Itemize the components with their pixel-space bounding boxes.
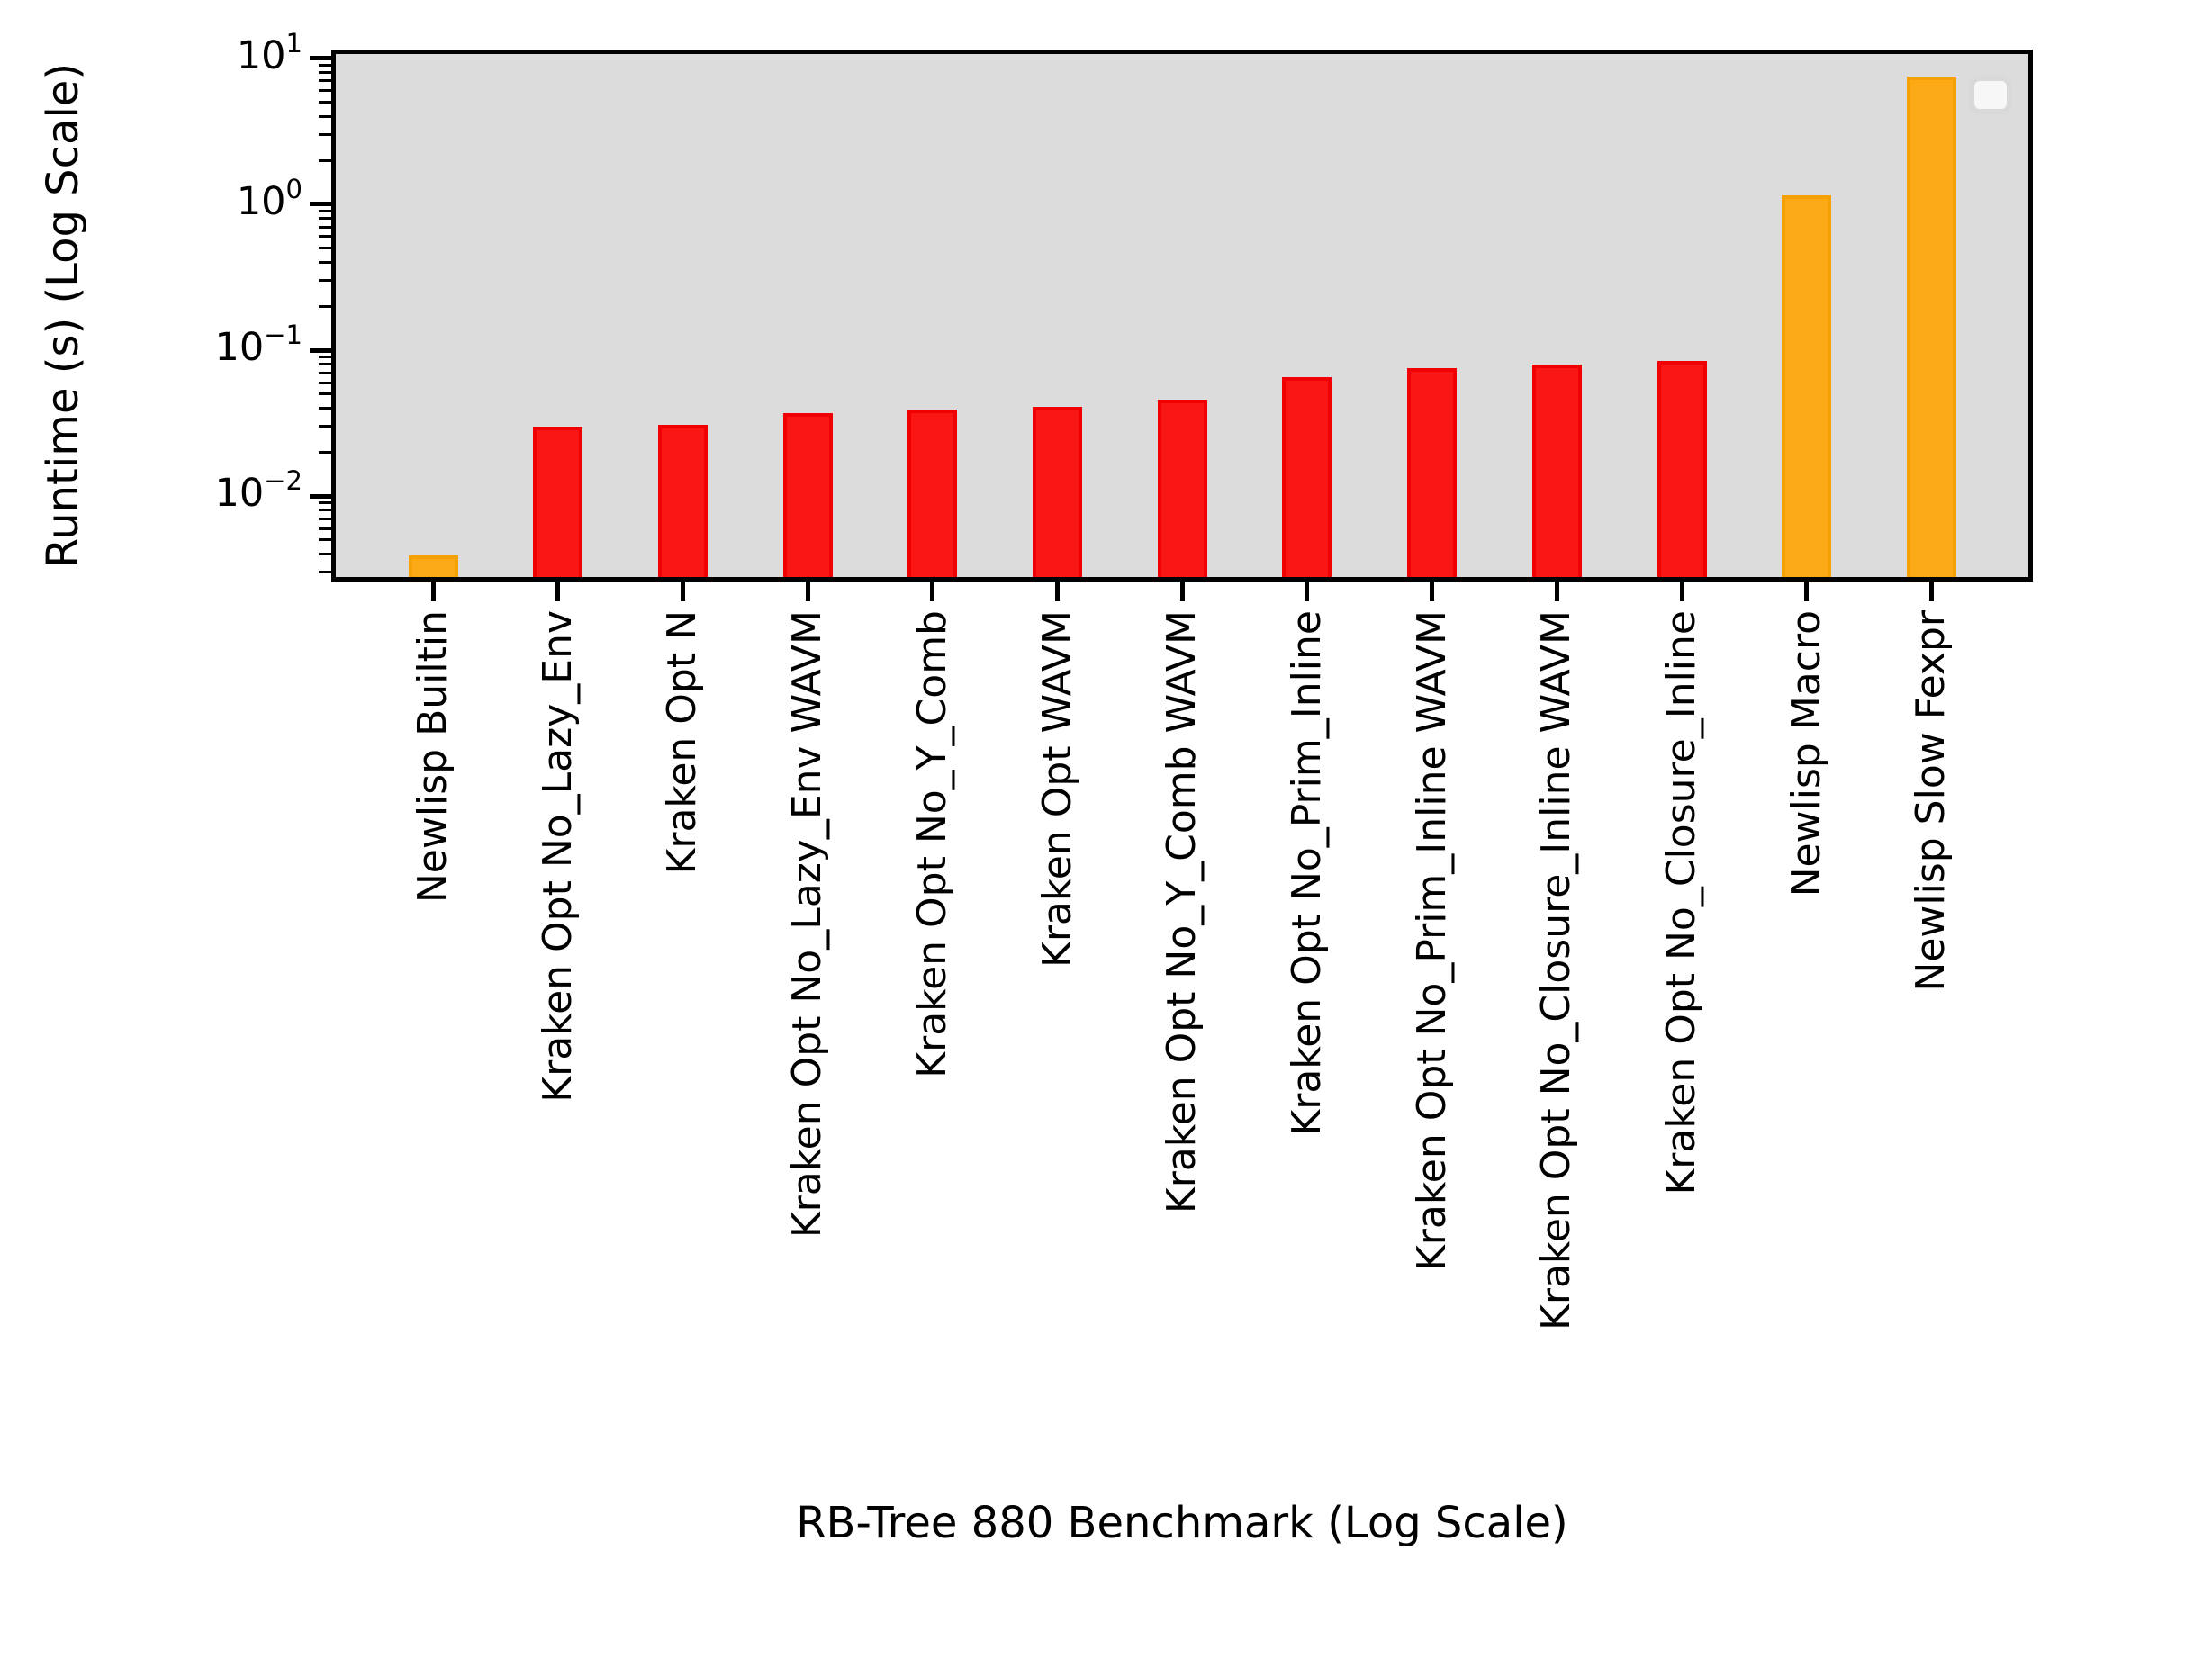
y-minor-tick xyxy=(319,101,331,104)
y-major-tick xyxy=(310,493,331,499)
x-tick-label-kraken-opt-no-closure-inline: Kraken Opt No_Closure_Inline xyxy=(1658,610,1704,1195)
x-tick xyxy=(1179,582,1185,601)
y-tick-label: 10−1 xyxy=(214,320,302,371)
bar-kraken-opt-wavm xyxy=(1033,406,1082,582)
y-minor-tick xyxy=(319,501,331,505)
x-tick xyxy=(805,582,810,601)
x-tick-label-kraken-opt-no-prim-inline-wavm: Kraken Opt No_Prim_Inline WAVM xyxy=(1408,610,1455,1272)
x-tick-label-newlisp-builtin: Newlisp Builtin xyxy=(410,610,456,904)
x-tick xyxy=(680,582,685,601)
y-tick-label: 10−2 xyxy=(214,465,302,517)
bar-kraken-opt-no-closure-inline xyxy=(1657,361,1707,582)
x-tick-label-newlisp-macro: Newlisp Macro xyxy=(1783,610,1829,897)
x-tick xyxy=(1055,582,1060,601)
x-tick xyxy=(1679,582,1684,601)
y-tick-label: 101 xyxy=(236,27,302,78)
bar-newlisp-builtin xyxy=(408,555,458,582)
x-tick xyxy=(1804,582,1810,601)
y-minor-tick xyxy=(319,63,331,67)
y-major-tick xyxy=(310,202,331,207)
y-minor-tick xyxy=(319,407,331,410)
y-minor-tick xyxy=(319,235,331,239)
x-tick-label-kraken-opt-no-y-comb: Kraken Opt No_Y_Comb xyxy=(908,610,955,1078)
y-minor-tick xyxy=(319,553,331,556)
y-minor-tick xyxy=(319,158,331,162)
y-minor-tick xyxy=(319,538,331,542)
x-tick xyxy=(1430,582,1435,601)
y-minor-tick xyxy=(319,79,331,83)
bar-kraken-opt-no-lazy-env xyxy=(533,426,583,582)
y-minor-tick xyxy=(319,517,331,520)
y-minor-tick xyxy=(319,571,331,574)
bar-kraken-opt-no-y-comb xyxy=(907,410,958,582)
y-minor-tick xyxy=(319,371,331,374)
y-minor-tick xyxy=(319,381,331,384)
y-minor-tick xyxy=(319,209,331,212)
x-tick xyxy=(1928,582,1934,601)
y-major-tick xyxy=(310,347,331,353)
bar-kraken-opt-n xyxy=(657,424,708,582)
bar-kraken-opt-no-prim-inline xyxy=(1282,377,1332,582)
x-tick-label-kraken-opt-no-lazy-env: Kraken Opt No_Lazy_Env xyxy=(534,610,581,1103)
bar-kraken-opt-no-closure-inline-wavm xyxy=(1531,364,1582,582)
bar-newlisp-slow-fexpr xyxy=(1906,77,1956,582)
x-tick-label-kraken-opt-no-prim-inline: Kraken Opt No_Prim_Inline xyxy=(1283,610,1330,1136)
y-minor-tick xyxy=(319,260,331,264)
y-minor-tick xyxy=(319,392,331,396)
y-minor-tick xyxy=(319,450,331,454)
x-tick-label-kraken-opt-wavm: Kraken Opt WAVM xyxy=(1034,610,1080,969)
y-minor-tick xyxy=(319,363,331,366)
y-minor-tick xyxy=(319,425,331,428)
y-minor-tick xyxy=(319,247,331,250)
y-minor-tick xyxy=(319,279,331,283)
bar-kraken-opt-no-prim-inline-wavm xyxy=(1407,368,1458,582)
y-major-tick xyxy=(310,56,331,61)
x-tick-label-newlisp-slow-fexpr: Newlisp Slow Fexpr xyxy=(1908,610,1955,992)
y-tick-label: 100 xyxy=(236,173,302,224)
x-tick xyxy=(930,582,935,601)
y-minor-tick xyxy=(319,304,331,308)
bar-kraken-opt-no-lazy-env-wavm xyxy=(782,413,833,582)
x-tick xyxy=(430,582,436,601)
y-minor-tick xyxy=(319,527,331,530)
x-tick-label-kraken-opt-no-closure-inline-wavm: Kraken Opt No_Closure_Inline WAVM xyxy=(1533,610,1580,1330)
y-minor-tick xyxy=(319,355,331,358)
x-tick xyxy=(1554,582,1559,601)
y-minor-tick xyxy=(319,133,331,137)
x-axis-title: RB-Tree 880 Benchmark (Log Scale) xyxy=(796,1498,1568,1548)
y-minor-tick xyxy=(319,114,331,118)
x-tick-label-kraken-opt-no-lazy-env-wavm: Kraken Opt No_Lazy_Env WAVM xyxy=(784,610,831,1239)
x-tick-label-kraken-opt-no-y-comb-wavm: Kraken Opt No_Y_Comb WAVM xyxy=(1159,610,1205,1214)
legend-box xyxy=(1969,76,2012,114)
x-tick-label-kraken-opt-n: Kraken Opt N xyxy=(659,610,706,875)
plot-area xyxy=(331,50,2033,582)
y-minor-tick xyxy=(319,217,331,221)
x-tick xyxy=(1305,582,1310,601)
y-minor-tick xyxy=(319,509,331,512)
y-minor-tick xyxy=(319,71,331,75)
x-tick xyxy=(555,582,561,601)
y-minor-tick xyxy=(319,89,331,93)
bar-kraken-opt-no-y-comb-wavm xyxy=(1157,399,1207,582)
y-minor-tick xyxy=(319,225,331,229)
bar-newlisp-macro xyxy=(1782,195,1832,582)
